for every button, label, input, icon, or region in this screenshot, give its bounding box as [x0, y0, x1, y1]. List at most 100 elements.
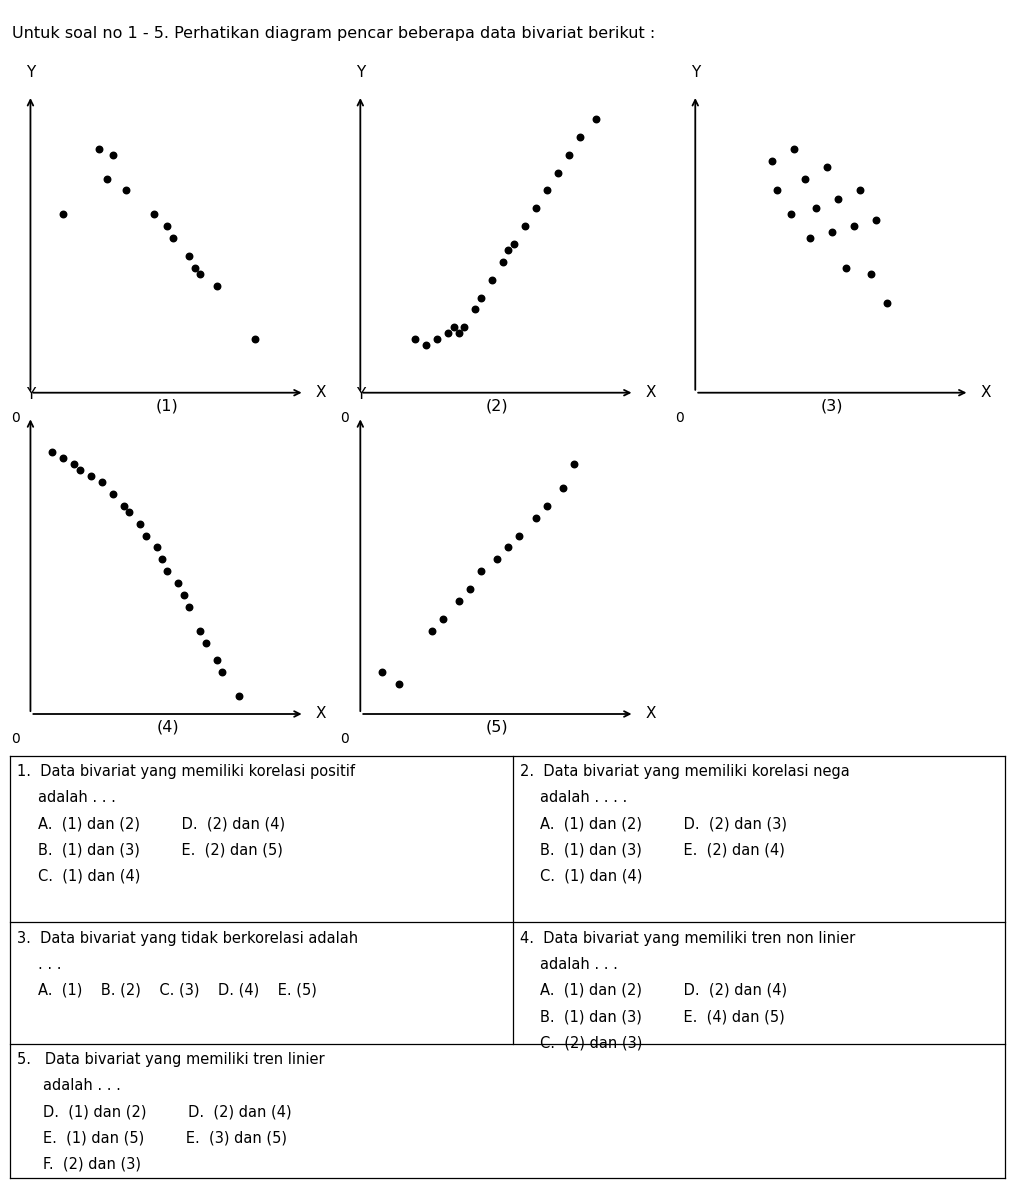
Point — [764, 151, 781, 170]
Point — [489, 550, 505, 569]
Point — [467, 300, 483, 319]
Point — [808, 199, 824, 218]
Text: 2.  Data bivariat yang memiliki korelasi nega: 2. Data bivariat yang memiliki korelasi … — [520, 764, 850, 779]
Point — [119, 181, 134, 200]
Point — [423, 621, 439, 640]
Point — [187, 258, 203, 277]
Text: Y: Y — [355, 65, 365, 81]
Point — [159, 217, 176, 236]
Text: X: X — [980, 386, 991, 400]
Point — [588, 109, 604, 129]
Point — [230, 687, 247, 706]
Point — [148, 538, 164, 557]
Point — [82, 466, 98, 486]
Point — [571, 127, 588, 146]
Point — [132, 514, 148, 533]
Point — [214, 663, 230, 682]
Text: adalah . . . .: adalah . . . . — [540, 790, 627, 806]
Text: X: X — [316, 707, 326, 721]
Point — [55, 205, 71, 224]
Point — [93, 472, 110, 491]
Text: Y: Y — [690, 65, 700, 81]
Text: D.  (1) dan (2)         D.  (2) dan (4): D. (1) dan (2) D. (2) dan (4) — [43, 1104, 291, 1120]
Point — [549, 163, 565, 182]
Text: 1.  Data bivariat yang memiliki korelasi positif: 1. Data bivariat yang memiliki korelasi … — [17, 764, 355, 779]
Point — [555, 478, 571, 497]
Point — [517, 217, 533, 236]
Text: (4): (4) — [156, 720, 179, 735]
Point — [560, 145, 577, 164]
Point — [802, 228, 818, 248]
Point — [66, 455, 82, 474]
Point — [198, 633, 214, 652]
Point — [868, 211, 884, 230]
Point — [797, 169, 813, 188]
Point — [786, 139, 802, 158]
Point — [462, 580, 478, 599]
Text: B.  (1) dan (3)         E.  (2) dan (5): B. (1) dan (3) E. (2) dan (5) — [38, 843, 282, 858]
Text: 4.  Data bivariat yang memiliki tren non linier: 4. Data bivariat yang memiliki tren non … — [520, 931, 855, 946]
Text: Untuk soal no 1 - 5. Perhatikan diagram pencar beberapa data bivariat berikut :: Untuk soal no 1 - 5. Perhatikan diagram … — [12, 26, 656, 42]
Point — [164, 228, 181, 248]
Point — [500, 538, 517, 557]
Point — [171, 574, 187, 593]
Text: X: X — [646, 707, 656, 721]
Text: 0: 0 — [341, 732, 349, 746]
Point — [528, 508, 544, 527]
Point — [838, 258, 855, 277]
Point — [192, 264, 208, 283]
Point — [375, 663, 391, 682]
Text: X: X — [316, 386, 326, 400]
Text: adalah . . .: adalah . . . — [540, 957, 618, 972]
Text: C.  (2) dan (3): C. (2) dan (3) — [540, 1035, 642, 1051]
Point — [847, 217, 863, 236]
Point — [457, 318, 473, 337]
Point — [105, 145, 121, 164]
Point — [819, 157, 835, 176]
Text: X: X — [646, 386, 656, 400]
Point — [121, 502, 137, 521]
Point — [116, 496, 132, 515]
Point — [407, 330, 423, 349]
Text: 3.  Data bivariat yang tidak berkorelasi adalah: 3. Data bivariat yang tidak berkorelasi … — [17, 931, 358, 946]
Point — [105, 484, 121, 503]
Text: C.  (1) dan (4): C. (1) dan (4) — [38, 869, 140, 884]
Text: E.  (1) dan (5)         E.  (3) dan (5): E. (1) dan (5) E. (3) dan (5) — [43, 1130, 286, 1146]
Text: (5): (5) — [486, 720, 509, 735]
Point — [182, 597, 198, 616]
Text: Y: Y — [25, 387, 36, 401]
Point — [484, 270, 500, 289]
Point — [146, 205, 162, 224]
Text: 5.   Data bivariat yang memiliki tren linier: 5. Data bivariat yang memiliki tren lini… — [17, 1052, 325, 1067]
Point — [566, 455, 583, 474]
Text: A.  (1) dan (2)         D.  (2) dan (3): A. (1) dan (2) D. (2) dan (3) — [540, 816, 787, 832]
Point — [539, 496, 555, 515]
Point — [769, 181, 786, 200]
Text: F.  (2) dan (3): F. (2) dan (3) — [43, 1157, 141, 1172]
Point — [500, 240, 517, 259]
Point — [473, 288, 489, 307]
Text: adalah . . .: adalah . . . — [38, 790, 116, 806]
Point — [494, 252, 511, 271]
Point — [72, 461, 88, 480]
Point — [863, 264, 879, 283]
Point — [418, 336, 434, 355]
Point — [505, 234, 522, 253]
Point — [829, 189, 845, 209]
Text: 0: 0 — [11, 732, 19, 746]
Text: Y: Y — [25, 65, 36, 81]
Point — [784, 205, 800, 224]
Point — [451, 591, 467, 610]
Text: (1): (1) — [156, 399, 179, 414]
Text: 0: 0 — [341, 411, 349, 425]
Point — [824, 223, 840, 242]
Text: adalah . . .: adalah . . . — [43, 1078, 121, 1094]
Point — [192, 621, 208, 640]
Point — [55, 449, 71, 468]
Point — [91, 139, 108, 158]
Point — [852, 181, 868, 200]
Text: Y: Y — [355, 387, 365, 401]
Point — [439, 324, 456, 343]
Point — [209, 276, 225, 295]
Point — [446, 318, 462, 337]
